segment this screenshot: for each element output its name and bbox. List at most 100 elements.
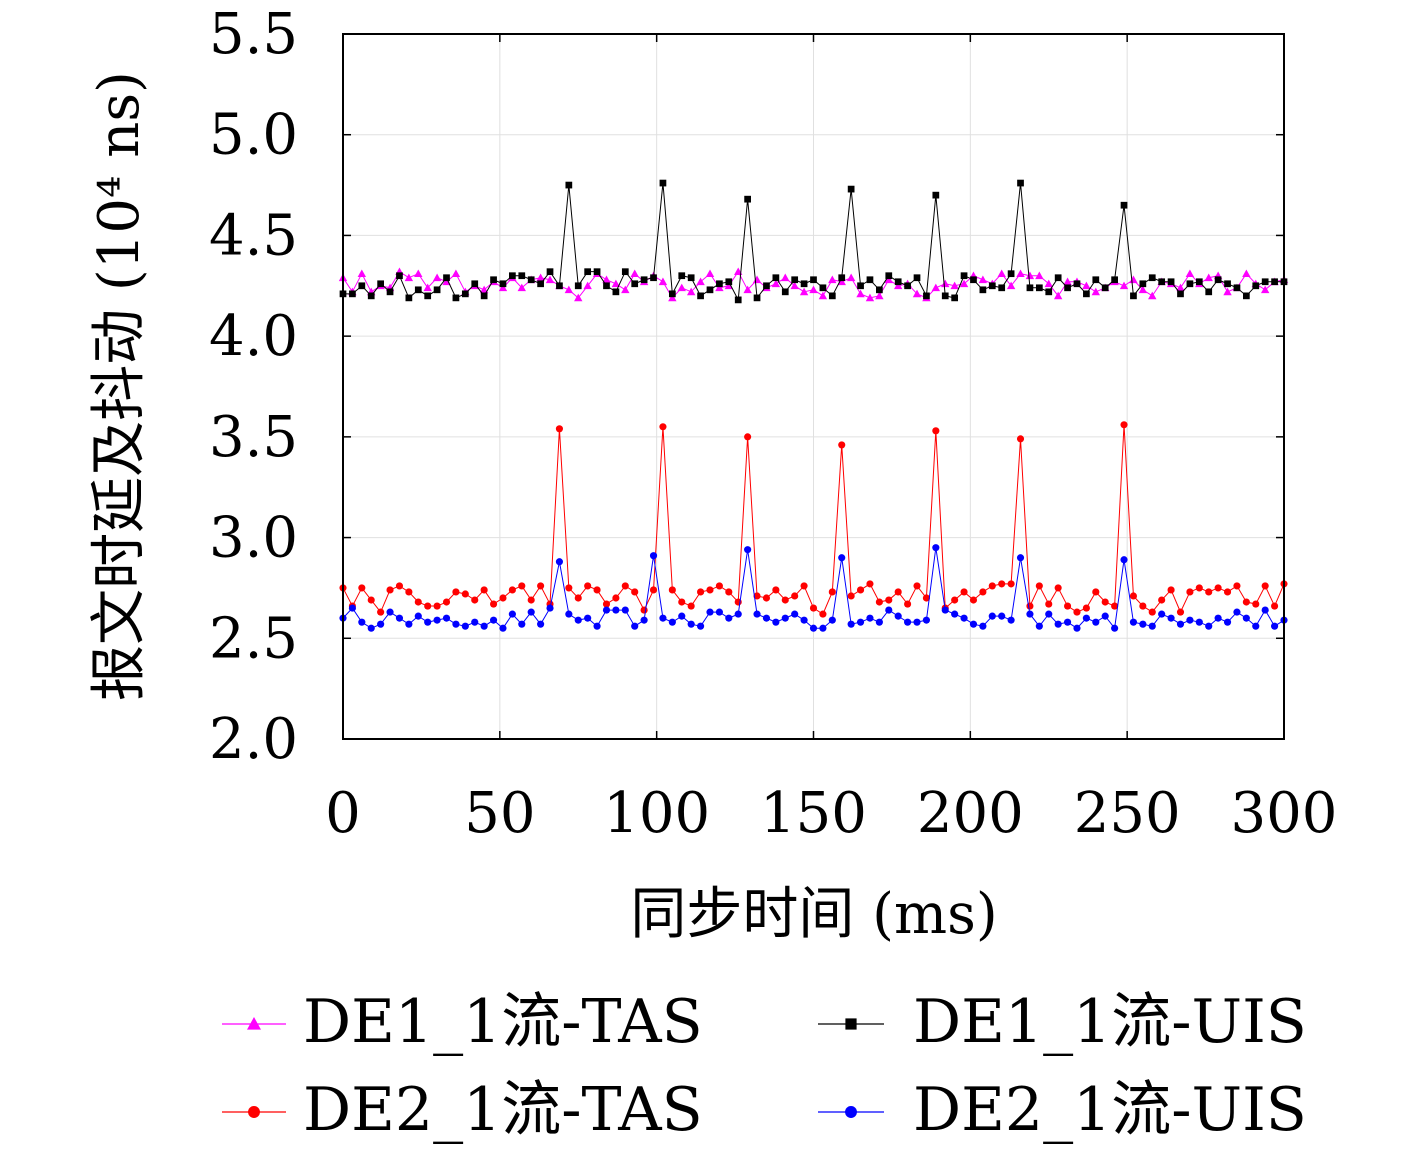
data-point	[1243, 292, 1250, 300]
data-point	[349, 290, 356, 298]
data-point	[499, 594, 507, 602]
data-point	[772, 618, 780, 626]
data-point	[753, 610, 761, 618]
series-3	[339, 421, 1288, 618]
data-point	[471, 596, 479, 604]
data-point	[913, 618, 921, 626]
data-point	[546, 268, 554, 276]
data-point	[725, 278, 733, 286]
data-point	[866, 614, 874, 622]
data-point	[527, 596, 535, 604]
data-point	[913, 582, 921, 590]
data-point	[819, 624, 827, 632]
data-point	[960, 272, 968, 280]
plot-series	[338, 179, 1289, 632]
data-point	[659, 179, 667, 187]
data-point	[424, 292, 432, 300]
data-point	[988, 582, 996, 590]
data-point	[1120, 421, 1128, 429]
data-point	[819, 610, 827, 618]
data-point	[621, 582, 629, 590]
data-point	[838, 554, 846, 562]
data-point	[1252, 282, 1260, 290]
y-tick-label: 4.5	[209, 203, 298, 268]
data-point	[1035, 271, 1044, 280]
data-point	[1148, 608, 1156, 616]
data-point	[631, 588, 639, 596]
data-point	[367, 292, 375, 300]
data-point	[442, 598, 451, 606]
legend-label: DE2_1流-TAS	[303, 1075, 703, 1145]
data-point	[1271, 602, 1279, 610]
data-point	[893, 281, 903, 290]
data-point	[1271, 622, 1279, 630]
data-point	[828, 616, 836, 624]
data-point	[1176, 620, 1185, 628]
data-point	[555, 558, 563, 566]
data-point	[1064, 602, 1072, 610]
data-point	[686, 287, 696, 296]
data-point	[1148, 274, 1156, 282]
data-point	[1214, 584, 1222, 592]
data-point	[367, 624, 375, 632]
data-point	[932, 427, 940, 435]
data-point	[1195, 278, 1203, 286]
data-point	[1111, 276, 1118, 284]
data-point	[612, 594, 620, 602]
data-point	[1045, 610, 1053, 618]
legend-item: DE1_1流-TAS	[222, 987, 703, 1057]
data-point	[461, 290, 469, 298]
data-point	[997, 269, 1006, 278]
data-point	[838, 441, 846, 449]
data-point	[424, 618, 432, 626]
series-4	[339, 544, 1288, 632]
legend-item: DE2_1流-TAS	[222, 1075, 703, 1145]
data-point	[432, 273, 442, 282]
data-point	[546, 604, 554, 612]
data-point	[678, 612, 686, 620]
data-point	[1167, 614, 1175, 622]
data-point	[1053, 291, 1063, 300]
data-point	[377, 608, 385, 616]
y-tick-label: 2.0	[209, 707, 298, 772]
x-tick-label: 100	[603, 781, 710, 846]
data-point	[480, 622, 488, 630]
data-point	[1026, 610, 1034, 618]
data-point	[1026, 284, 1034, 292]
data-point	[988, 282, 996, 290]
data-point	[1129, 618, 1138, 626]
data-point	[838, 274, 846, 282]
data-point	[791, 610, 799, 618]
data-point	[866, 276, 874, 284]
data-point	[658, 277, 668, 286]
data-point	[1233, 582, 1241, 590]
data-point	[565, 610, 573, 618]
data-point	[404, 273, 414, 282]
y-tick-label: 3.5	[209, 405, 298, 470]
data-point	[1195, 618, 1203, 626]
data-point	[865, 293, 875, 302]
data-point	[744, 195, 751, 203]
data-point	[602, 275, 611, 284]
data-point	[640, 276, 648, 284]
data-point	[1242, 269, 1251, 278]
legend: DE1_1流-TAS DE1_1流-UIS DE2_1流-TAS DE2_1流-UIS	[222, 987, 1307, 1145]
y-tick-label: 5.5	[209, 2, 298, 67]
data-point	[358, 584, 366, 592]
data-point	[837, 277, 846, 286]
data-point	[518, 620, 526, 628]
x-tick-label: 300	[1231, 781, 1338, 846]
data-point	[744, 546, 752, 554]
data-point	[433, 602, 441, 610]
data-point	[1120, 556, 1128, 564]
data-point	[593, 622, 601, 630]
data-point	[913, 274, 921, 282]
legend-item: DE1_1流-UIS	[818, 987, 1307, 1057]
data-point	[396, 272, 403, 280]
data-point	[1007, 616, 1015, 624]
data-point	[752, 275, 762, 284]
data-point	[443, 274, 450, 282]
data-point	[509, 272, 516, 280]
data-point	[1148, 622, 1156, 630]
